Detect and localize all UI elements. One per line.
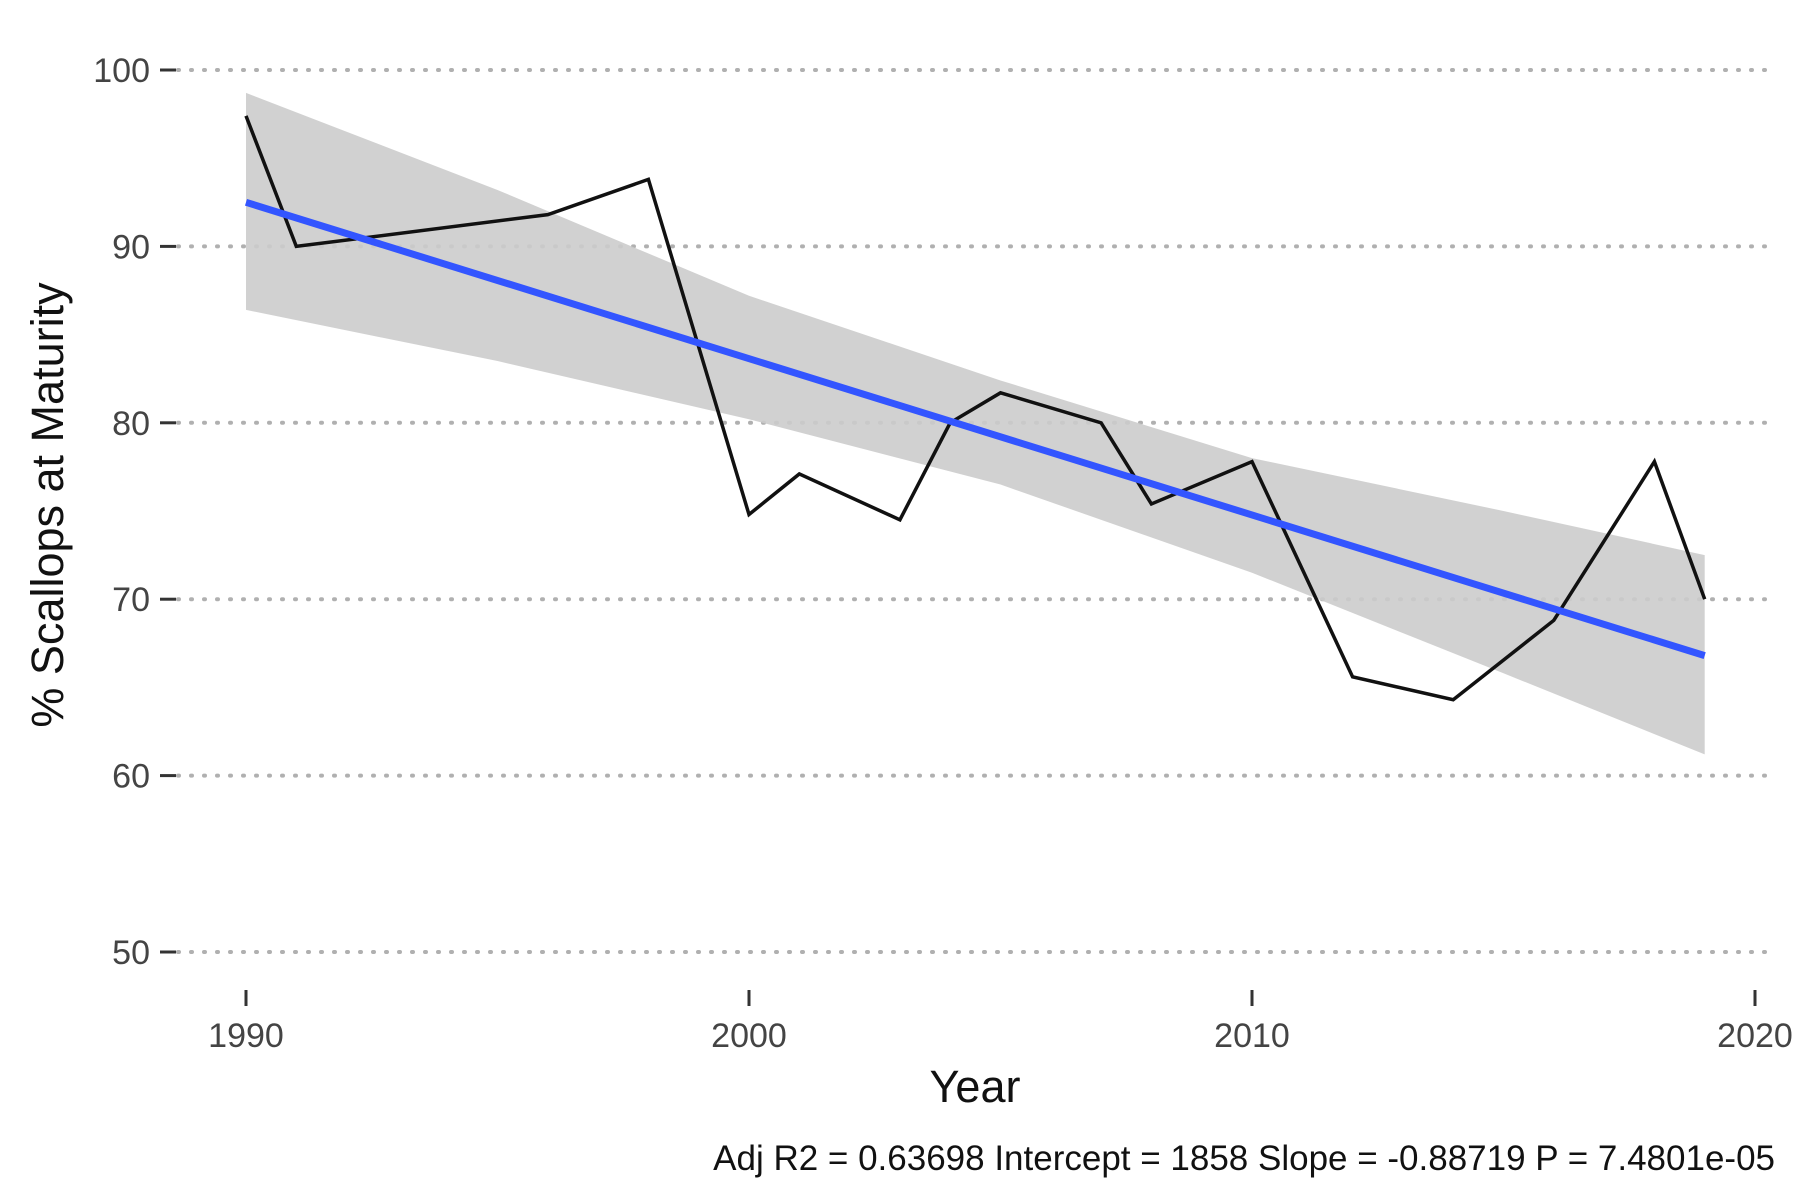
regression-trend-line (244, 198, 1706, 659)
y-axis-title: % Scallops at Maturity (22, 282, 73, 728)
confidence-band-group (246, 92, 1705, 755)
x-tick-label-2020: 2020 (1717, 1017, 1793, 1055)
y-tick-label-100: 100 (93, 52, 150, 90)
y-tick-label-60: 60 (112, 758, 150, 796)
confidence-band (246, 92, 1705, 755)
x-tick-label-2010: 2010 (1214, 1017, 1290, 1055)
y-tick-label-50: 50 (112, 934, 150, 972)
x-axis: 1990 2000 2010 2020 (208, 990, 1793, 1055)
y-tick-label-90: 90 (112, 228, 150, 266)
x-tick-label-2000: 2000 (711, 1017, 787, 1055)
y-axis: 50 60 70 80 90 100 (93, 52, 176, 972)
data-line-group (244, 115, 1707, 702)
x-axis-title: Year (930, 1061, 1021, 1112)
regression-caption: Adj R2 = 0.63698 Intercept = 1858 Slope … (713, 1139, 1775, 1178)
y-tick-label-70: 70 (112, 581, 150, 619)
x-tick-label-1990: 1990 (208, 1017, 284, 1055)
trend-line-group (244, 198, 1706, 659)
data-series-line (244, 115, 1707, 702)
y-tick-label-80: 80 (112, 405, 150, 443)
